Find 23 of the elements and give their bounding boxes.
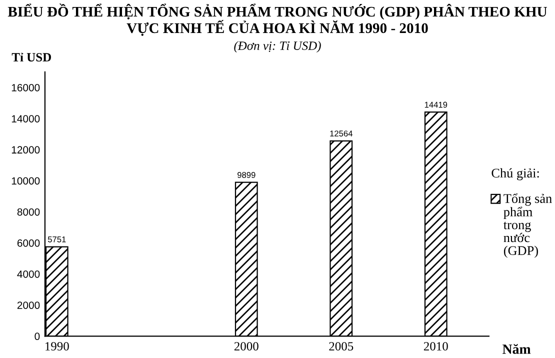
legend-title: Chú giải: [492, 168, 539, 180]
y-tick-label: 12000 [12, 146, 40, 154]
chart-subtitle: (Đơn vị: Tỉ USD) [234, 41, 321, 53]
data-label: 5751 [48, 236, 66, 242]
x-axis-title: Năm [502, 344, 531, 354]
y-tick-label: 0 [34, 332, 40, 340]
data-label: 9899 [238, 172, 256, 178]
y-tick-label: 8000 [17, 208, 40, 216]
legend-label: Tổng sản phẩm trong nước (GDP) [504, 193, 552, 258]
y-tick-label: 14000 [12, 115, 40, 122]
data-label: 14419 [424, 102, 448, 108]
x-tick-label: 2000 [234, 342, 258, 351]
x-tick-label: 1990 [45, 342, 69, 351]
chart-title: BIỂU ĐỒ THỂ HIỆN TỔNG SẢN PHẨM TRONG NƯỚC (GDP) PHÂN THEO KHU VỰC KINH TẾ CỦA HOA KÌ NĂM 1990 - 2010 [8, 4, 547, 36]
x-tick-label: 2005 [329, 342, 354, 351]
y-tick-label: 6000 [17, 239, 40, 247]
y-tick-label: 4000 [17, 270, 40, 278]
y-tick-label: 16000 [12, 84, 40, 92]
data-label: 12564 [330, 130, 352, 136]
y-tick-label: 10000 [12, 177, 40, 185]
y-axis-title: Tỉ USD [12, 52, 51, 62]
x-tick-label: 2010 [424, 342, 448, 351]
y-tick-label: 2000 [17, 302, 40, 309]
